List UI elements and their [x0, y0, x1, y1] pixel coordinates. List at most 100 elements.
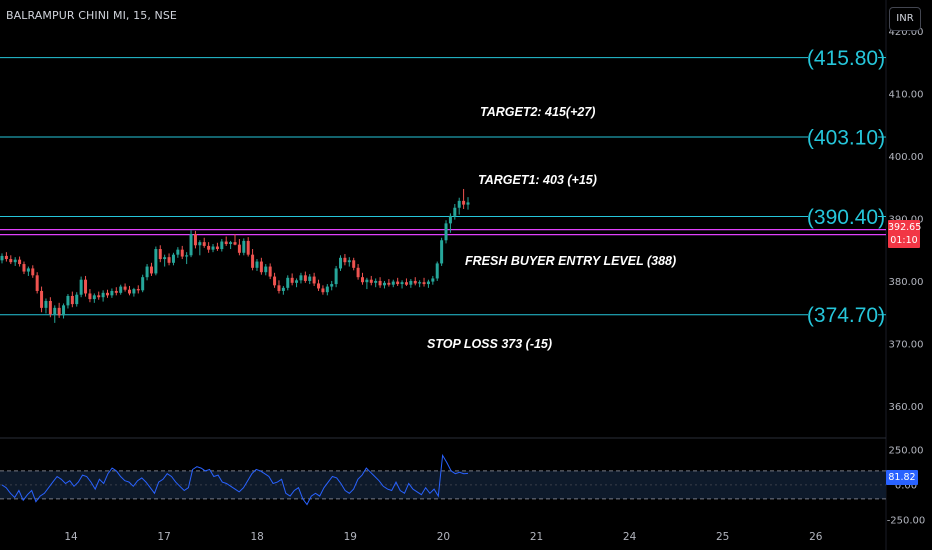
candle-body — [369, 279, 373, 283]
candle-body — [97, 295, 101, 298]
candle-body — [224, 241, 228, 245]
candle-body — [426, 281, 430, 285]
candle-body — [215, 246, 219, 250]
oscillator-axis[interactable]: 250.00 0.00 -250.00 — [887, 445, 926, 526]
candle-body — [180, 249, 184, 257]
entry-level-band[interactable] — [0, 229, 886, 236]
candle-body — [435, 263, 439, 279]
candle-body — [145, 266, 149, 278]
candle-body — [171, 254, 175, 263]
oscillator-line — [1, 453, 469, 506]
level-label: (415.80) — [807, 47, 885, 70]
candle-body — [418, 282, 422, 284]
price-tick-label: 410.00 — [889, 89, 924, 100]
time-tick-label: 17 — [157, 531, 170, 543]
candle-body — [462, 200, 466, 205]
candle-body — [409, 280, 413, 285]
price-tick-label: 370.00 — [889, 340, 924, 351]
level-label: (374.70) — [807, 304, 885, 327]
bar-countdown: 01:10 — [890, 235, 918, 246]
candle-body — [347, 260, 351, 263]
oscillator-pane — [0, 453, 886, 506]
candle-body — [110, 290, 114, 296]
candle-body — [339, 257, 343, 269]
candle-body — [352, 260, 356, 268]
candle-body — [303, 275, 307, 281]
time-tick-label: 18 — [251, 531, 264, 543]
time-axis[interactable]: 14 17 18 19 20 21 24 25 26 — [64, 531, 822, 543]
candle-body — [176, 249, 180, 255]
candlestick-series — [0, 188, 470, 323]
symbol-title[interactable]: BALRAMPUR CHINI MI, 15, NSE — [6, 9, 177, 22]
price-tick-label: 360.00 — [889, 402, 924, 413]
annotation-target2[interactable]: TARGET2: 415(+27) — [480, 105, 595, 119]
price-tick-label: 380.00 — [889, 277, 924, 288]
candle-body — [154, 249, 158, 274]
candle-body — [127, 289, 131, 294]
time-tick-label: 24 — [623, 531, 637, 543]
time-tick-label: 20 — [437, 531, 450, 543]
candle-body — [448, 215, 452, 224]
candle-body — [233, 242, 237, 245]
time-tick-label: 21 — [530, 531, 543, 543]
candle-body — [66, 295, 70, 306]
horizontal-levels[interactable] — [0, 57, 886, 316]
candle-body — [88, 293, 92, 300]
candle-body — [308, 276, 312, 281]
candle-body — [299, 275, 303, 281]
candle-body — [185, 255, 189, 257]
candle-body — [31, 268, 35, 276]
oscillator-tick-label: 250.00 — [889, 445, 924, 456]
candle-body — [22, 264, 26, 272]
candle-body — [290, 277, 294, 283]
candle-body — [101, 292, 105, 298]
candle-body — [211, 246, 215, 250]
candle-body — [13, 259, 17, 263]
candle-body — [92, 295, 96, 300]
candle-body — [62, 305, 66, 316]
candle-body — [132, 289, 136, 294]
candle-body — [119, 286, 123, 293]
annotation-stop-loss[interactable]: STOP LOSS 373 (-15) — [427, 337, 552, 351]
price-tick-label: 420.00 — [889, 27, 924, 38]
level-labels: (415.80) (403.10) (390.40) (374.70) — [807, 47, 885, 327]
price-tick-label: 400.00 — [889, 152, 924, 163]
oscillator-value-tag: 81.82 — [886, 470, 918, 485]
candle-body — [158, 249, 162, 260]
annotation-entry[interactable]: FRESH BUYER ENTRY LEVEL (388) — [465, 254, 676, 268]
candle-body — [255, 261, 259, 268]
candle-body — [53, 307, 57, 315]
candle-body — [457, 200, 461, 208]
candle-body — [193, 234, 197, 246]
candle-body — [220, 241, 224, 250]
candle-body — [281, 287, 285, 291]
candle-body — [167, 257, 171, 263]
candle-body — [251, 254, 255, 268]
candle-body — [404, 282, 408, 285]
candle-body — [440, 240, 444, 264]
candle-body — [198, 242, 202, 246]
candle-body — [57, 307, 61, 316]
candle-body — [343, 257, 347, 263]
candle-body — [26, 268, 30, 272]
oscillator-tick-label: -250.00 — [887, 515, 926, 526]
candle-body — [9, 259, 13, 263]
candle-body — [189, 234, 193, 256]
candle-body — [141, 277, 145, 291]
time-tick-label: 26 — [809, 531, 823, 543]
candle-body — [259, 261, 263, 273]
candle-body — [84, 279, 88, 294]
annotation-target1[interactable]: TARGET1: 403 (+15) — [478, 173, 597, 187]
time-tick-label: 25 — [716, 531, 729, 543]
candle-body — [365, 279, 369, 283]
time-tick-label: 14 — [64, 531, 78, 543]
candle-body — [123, 286, 127, 290]
candle-body — [4, 255, 8, 260]
currency-button[interactable]: INR — [889, 7, 921, 31]
last-price: 392.65 — [888, 222, 922, 233]
candle-body — [264, 266, 268, 273]
candle-body — [106, 292, 110, 296]
candle-body — [444, 223, 448, 241]
candle-body — [374, 280, 378, 283]
